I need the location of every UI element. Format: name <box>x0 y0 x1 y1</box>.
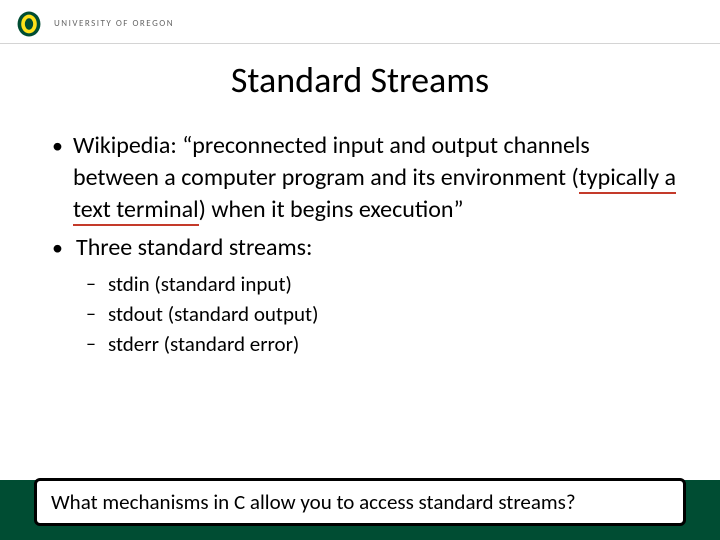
university-name: UNIVERSITY OF OREGON <box>54 18 174 29</box>
sub-bullet-stdin: – stdin (standard input) <box>86 270 680 298</box>
dash-icon: – <box>86 300 100 328</box>
bullet-dot-icon: • <box>52 232 66 264</box>
slide-content: • Wikipedia: “preconnected input and out… <box>0 130 720 358</box>
sub-bullet-stdout: – stdout (standard output) <box>86 300 680 328</box>
slide-header: UNIVERSITY OF OREGON <box>0 0 720 44</box>
oregon-o-logo-icon <box>16 11 42 37</box>
slide-title: Standard Streams <box>0 58 720 102</box>
bullet-text: Three standard streams: <box>76 232 312 264</box>
bullet-text-suffix: ) when it begins execution” <box>199 195 464 224</box>
sub-bullet-stderr: – stderr (standard error) <box>86 330 680 358</box>
question-callout: What mechanisms in C allow you to access… <box>34 478 686 526</box>
sub-bullet-text: stdout (standard output) <box>108 300 318 328</box>
bullet-three-streams: • Three standard streams: <box>52 232 680 264</box>
sub-bullet-text: stdin (standard input) <box>108 270 292 298</box>
bullet-text: Wikipedia: “preconnected input and outpu… <box>73 130 680 226</box>
dash-icon: – <box>86 270 100 298</box>
sub-bullet-text: stderr (standard error) <box>108 330 299 358</box>
bullet-text-prefix: Wikipedia: “preconnected input and outpu… <box>73 131 590 192</box>
bullet-dot-icon: • <box>52 130 63 162</box>
bullet-wikipedia-definition: • Wikipedia: “preconnected input and out… <box>52 130 680 226</box>
dash-icon: – <box>86 330 100 358</box>
